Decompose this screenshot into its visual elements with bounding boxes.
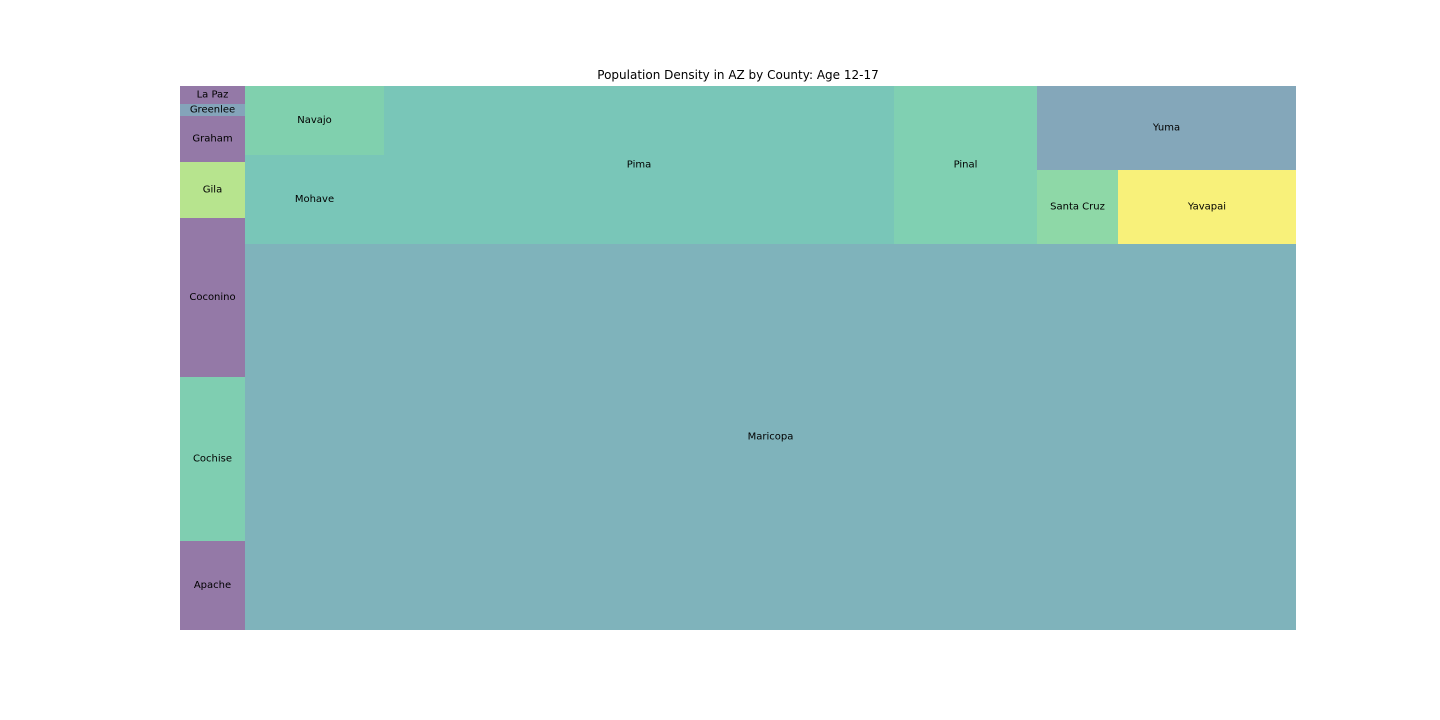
- tile-maricopa: Maricopa: [245, 244, 1296, 630]
- tile-cochise: Cochise: [180, 377, 245, 541]
- tile-rect-apache: [180, 541, 245, 630]
- tile-santa-cruz: Santa Cruz: [1037, 170, 1118, 244]
- tile-rect-maricopa: [245, 244, 1296, 630]
- tile-label-pima: Pima: [627, 160, 651, 171]
- chart-title: Population Density in AZ by County: Age …: [597, 68, 879, 82]
- tile-rect-santa-cruz: [1037, 170, 1118, 244]
- tile-navajo: Navajo: [245, 86, 384, 155]
- tile-coconino: Coconino: [180, 218, 245, 377]
- tile-rect-yavapai: [1118, 170, 1296, 244]
- tile-rect-pinal: [894, 86, 1037, 244]
- tile-label-yavapai: Yavapai: [1187, 202, 1226, 213]
- tile-rect-coconino: [180, 218, 245, 377]
- tile-yavapai: Yavapai: [1118, 170, 1296, 244]
- tile-label-gila: Gila: [203, 185, 222, 196]
- tile-label-graham: Graham: [192, 134, 232, 145]
- tile-rect-mohave: [245, 155, 384, 244]
- tile-rect-graham: [180, 116, 245, 162]
- tile-rect-greenlee: [180, 104, 245, 116]
- tile-label-pinal: Pinal: [954, 160, 978, 171]
- tile-label-navajo: Navajo: [297, 115, 332, 126]
- tile-label-mohave: Mohave: [295, 194, 334, 205]
- tile-apache: Apache: [180, 541, 245, 630]
- tile-label-santa-cruz: Santa Cruz: [1050, 202, 1105, 213]
- tile-label-maricopa: Maricopa: [748, 432, 794, 443]
- tile-yuma: Yuma: [1037, 86, 1296, 170]
- tile-label-coconino: Coconino: [189, 292, 235, 303]
- tile-rect-la-paz: [180, 86, 245, 104]
- tile-rect-cochise: [180, 377, 245, 541]
- tile-label-la-paz: La Paz: [197, 90, 229, 101]
- tile-rect-yuma: [1037, 86, 1296, 170]
- tile-mohave: Mohave: [245, 155, 384, 244]
- tile-graham: Graham: [180, 116, 245, 162]
- tile-label-yuma: Yuma: [1152, 123, 1180, 134]
- tile-label-apache: Apache: [194, 580, 231, 591]
- tile-rect-navajo: [245, 86, 384, 155]
- tile-label-greenlee: Greenlee: [190, 105, 235, 116]
- tile-pima: Pima: [384, 86, 894, 244]
- tile-rect-gila: [180, 162, 245, 218]
- tile-gila: Gila: [180, 162, 245, 218]
- tile-rect-pima: [384, 86, 894, 244]
- tile-la-paz: La Paz: [180, 86, 245, 104]
- tile-pinal: Pinal: [894, 86, 1037, 244]
- tile-greenlee: Greenlee: [180, 104, 245, 116]
- tile-label-cochise: Cochise: [193, 454, 232, 465]
